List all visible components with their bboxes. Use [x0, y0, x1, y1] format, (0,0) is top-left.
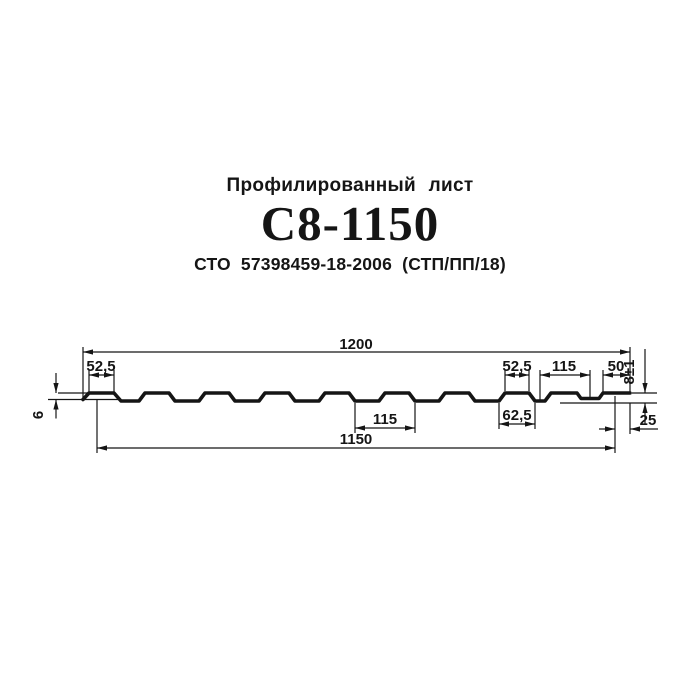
dimension-arrowhead: [519, 372, 529, 378]
dimension-arrowhead: [53, 399, 59, 410]
dimension-arrowhead: [605, 426, 615, 432]
dimension-arrowhead: [620, 372, 630, 378]
dimension-arrowhead: [620, 349, 630, 355]
dimension-label-rib-pitch-bottom: 115: [373, 411, 397, 428]
page-title: С8-1150: [260, 196, 440, 251]
dimension-arrowhead: [53, 383, 59, 393]
dimension-arrowhead: [97, 445, 107, 451]
dimension-label-working-width: 1150: [340, 431, 373, 448]
dimension-arrowhead: [355, 425, 365, 431]
dimension-label-edge-overlap: 25: [640, 412, 657, 429]
dimension-arrowhead: [603, 372, 613, 378]
drawing-header: Профилированный лист С8-1150 СТО 5739845…: [0, 174, 700, 275]
dimension-arrowhead: [642, 383, 648, 393]
dimension-arrowhead: [605, 445, 615, 451]
dimension-label-edge-flat-left: 52,5: [86, 358, 115, 375]
dimension-arrowhead: [505, 372, 515, 378]
dimension-label-rib-base-width: 62,5: [502, 407, 531, 424]
dimension-label-edge-flat-right: 50: [608, 358, 625, 375]
dimension-arrowhead: [83, 349, 93, 355]
dimension-label-edge-height: 6: [30, 411, 47, 419]
dimension-arrowhead: [499, 421, 509, 427]
dimension-label-overall-width: 1200: [339, 336, 372, 353]
dimension-arrowhead: [540, 372, 550, 378]
dimension-label-profile-height: 8±1: [621, 360, 638, 385]
dimension-label-rib-top-width: 52,5: [502, 358, 531, 375]
dimension-arrowhead: [642, 403, 648, 413]
dimension-arrowhead: [104, 372, 114, 378]
dimension-arrowhead: [580, 372, 590, 378]
product-type-label: Профилированный лист: [226, 175, 474, 196]
dimension-arrowhead: [405, 425, 415, 431]
dimension-arrowhead: [89, 372, 99, 378]
dimension-arrowhead: [630, 426, 640, 432]
sheet-profile-outline: [81, 391, 632, 403]
dimension-label-rib-pitch-top: 115: [552, 358, 576, 375]
dimension-arrowhead: [525, 421, 535, 427]
standard-reference: СТО 57398459-18-2006 (СТП/ПП/18): [194, 254, 506, 274]
